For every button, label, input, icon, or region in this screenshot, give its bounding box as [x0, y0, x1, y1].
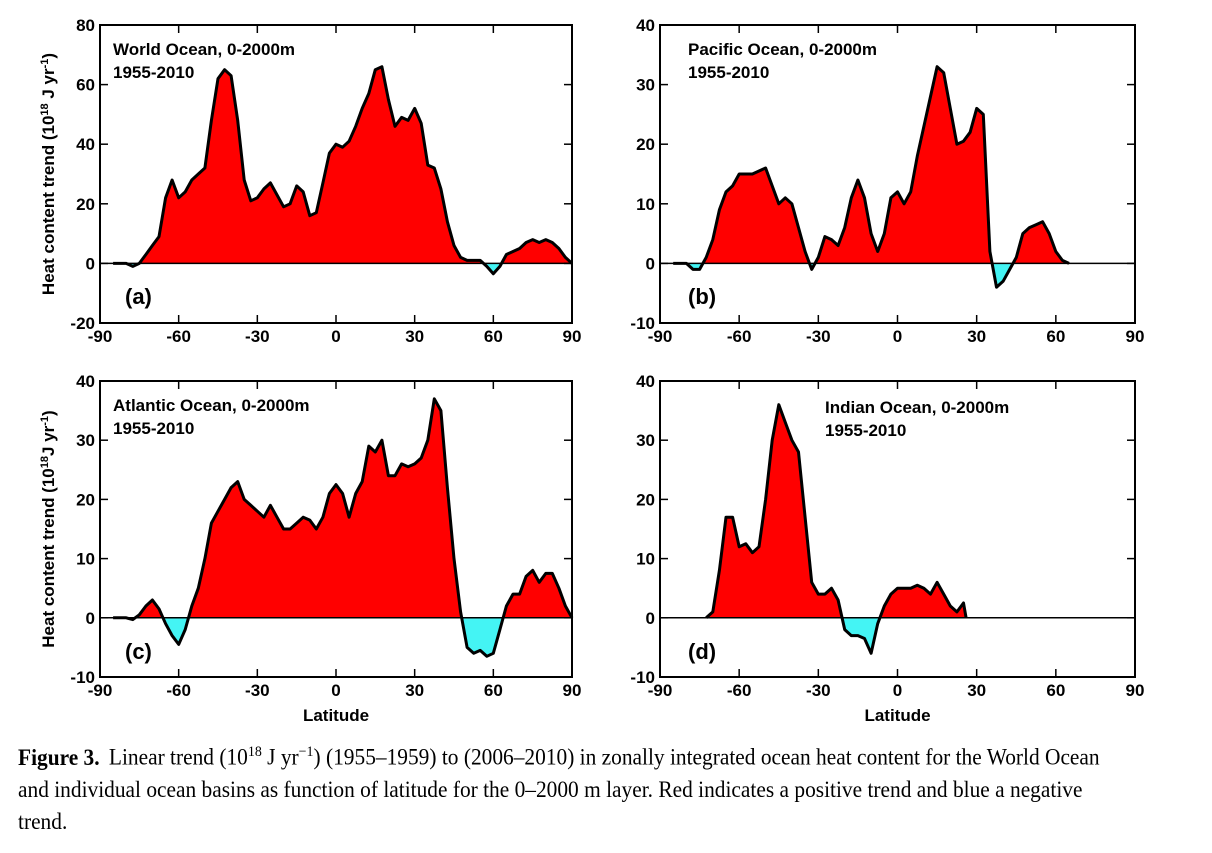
panel-subtitle: 1955-2010: [825, 421, 906, 440]
y-axis-label-part: Heat content trend (10: [39, 116, 58, 295]
positive-area: [139, 66, 572, 264]
x-tick-label: -30: [806, 327, 831, 346]
y-tick-label: 0: [646, 254, 655, 273]
positive-area: [706, 404, 967, 618]
x-tick-label: 90: [1126, 327, 1145, 346]
y-tick-label: 80: [76, 16, 95, 35]
y-tick-label: -10: [630, 314, 655, 333]
y-axis-label-sup: 18: [39, 103, 51, 115]
panel-title: Indian Ocean, 0-2000m: [825, 398, 1009, 417]
y-axis-label: Heat content trend (1018J yr-1): [39, 410, 58, 647]
panel-subtitle: 1955-2010: [113, 63, 194, 82]
y-tick-label: 60: [76, 76, 95, 95]
y-tick-label: -10: [630, 668, 655, 687]
caption-text: J yr: [261, 744, 299, 770]
y-tick-label: 40: [636, 16, 655, 35]
trend-line: [113, 65, 574, 276]
y-tick-label: 40: [76, 372, 95, 391]
caption-sup: 18: [247, 744, 262, 760]
y-axis-label-sup: -1: [39, 416, 51, 426]
figure: -20 0 20 40 60 80 -90 -60 -30 0 30 60 90 World Ocean,…: [39, 16, 1145, 725]
y-axis-label-part: Heat content trend (10: [39, 468, 58, 647]
y-axis-label-part: J yr: [39, 425, 58, 456]
y-tick-label: 10: [76, 550, 95, 569]
x-tick-label: 60: [1046, 681, 1065, 700]
x-tick-label: 60: [484, 327, 503, 346]
caption: Figure 3. Linear trend (1018 J yr−1) (195…: [18, 736, 1115, 838]
x-tick-label: -30: [245, 327, 270, 346]
x-tick-label: 30: [967, 327, 986, 346]
y-tick-label: 40: [636, 372, 655, 391]
trend-line: [113, 397, 574, 658]
panel-subtitle: 1955-2010: [688, 63, 769, 82]
panel-subtitle: 1955-2010: [113, 419, 194, 438]
x-tick-label: 30: [967, 681, 986, 700]
panel-label: (b): [688, 284, 716, 309]
x-tick-label: 90: [563, 681, 582, 700]
panel-label: (d): [688, 639, 716, 664]
x-tick-label: 0: [331, 681, 340, 700]
y-axis-label: Heat content trend (1018 J yr-1): [39, 53, 58, 295]
panel-label: (c): [125, 639, 152, 664]
y-tick-label: 40: [76, 135, 95, 154]
x-tick-label: -90: [88, 327, 113, 346]
y-tick-label: 20: [76, 490, 95, 509]
y-tick-label: 0: [646, 609, 655, 628]
x-axis-label: Latitude: [864, 706, 930, 725]
x-tick-label: -90: [648, 681, 673, 700]
y-tick-label: 0: [86, 609, 95, 628]
x-tick-label: -60: [727, 327, 752, 346]
x-tick-label: 30: [405, 327, 424, 346]
y-axis-label-part: J yr: [39, 68, 58, 103]
x-tick-label: 90: [1126, 681, 1145, 700]
y-tick-label: 20: [636, 135, 655, 154]
y-tick-label: 20: [76, 195, 95, 214]
caption-label: Figure 3.: [18, 744, 100, 770]
panel-title: Atlantic Ocean, 0-2000m: [113, 396, 310, 415]
y-tick-label: 0: [86, 254, 95, 273]
x-tick-label: -60: [166, 327, 191, 346]
y-tick-label: 30: [76, 431, 95, 450]
trend-line: [705, 403, 968, 655]
y-axis-label-sup: -1: [39, 59, 51, 69]
trend-line: [673, 65, 1070, 289]
x-tick-label: 0: [893, 327, 902, 346]
y-tick-label: 10: [636, 550, 655, 569]
caption-text: ) (1955–1959) to (2006–2010) in zonally …: [18, 744, 1100, 834]
y-tick-label: -20: [70, 314, 95, 333]
x-tick-label: 0: [331, 327, 340, 346]
x-tick-label: 0: [893, 681, 902, 700]
x-tick-label: -30: [245, 681, 270, 700]
y-tick-label: 10: [636, 195, 655, 214]
y-axis-label-part: ): [39, 53, 58, 59]
y-tick-label: -10: [70, 668, 95, 687]
x-tick-label: 60: [484, 681, 503, 700]
x-tick-label: 30: [405, 681, 424, 700]
x-tick-label: -90: [88, 681, 113, 700]
x-tick-label: -90: [648, 327, 673, 346]
y-axis-label-sup: 18: [39, 456, 51, 468]
panel-title: World Ocean, 0-2000m: [113, 40, 295, 59]
y-axis-label-part: ): [39, 410, 58, 416]
x-axis-label: Latitude: [303, 706, 369, 725]
x-tick-label: -60: [727, 681, 752, 700]
panel-title: Pacific Ocean, 0-2000m: [688, 40, 877, 59]
x-tick-label: 60: [1046, 327, 1065, 346]
x-tick-label: -30: [806, 681, 831, 700]
x-tick-label: 90: [563, 327, 582, 346]
y-tick-label: 20: [636, 490, 655, 509]
y-tick-label: 30: [636, 76, 655, 95]
negative-area: [113, 617, 572, 657]
y-tick-label: 30: [636, 431, 655, 450]
panel-label: (a): [125, 284, 152, 309]
x-tick-label: -60: [166, 681, 191, 700]
caption-text: Linear trend (10: [108, 744, 248, 770]
positive-area: [113, 398, 572, 618]
positive-area: [702, 66, 1069, 264]
caption-sup: −1: [298, 744, 314, 760]
